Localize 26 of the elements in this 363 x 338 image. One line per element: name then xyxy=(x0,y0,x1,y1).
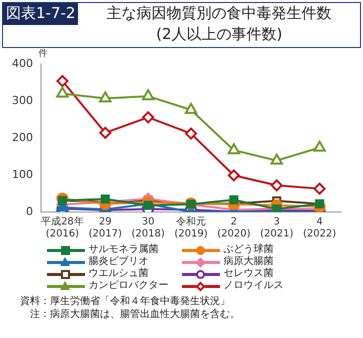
text: 図表1-7-2 xyxy=(3,3,78,25)
y-tick-label: 400 xyxy=(12,56,33,70)
text: 資料：厚生労働省「令和４年食中毒発生状況」 xyxy=(20,295,231,308)
x-tick-label: 29 (2017) xyxy=(88,216,122,240)
legend-label: ウエルシュ菌 xyxy=(88,268,148,280)
x-tick-label: 30 (2018) xyxy=(132,216,165,240)
y-tick-label: 200 xyxy=(12,130,33,144)
chart-subtitle: (2人以上の事件数) xyxy=(155,24,284,45)
legend-label: セレウス菌 xyxy=(224,268,274,280)
chart-title: 主な病因物質別の食中毒発生件数 xyxy=(106,3,333,24)
text: 注：病原大腸菌は、腸管出血性大腸菌を含む。 xyxy=(29,308,241,321)
legend-label: カンピロバクター xyxy=(88,280,168,292)
x-tick-label: 4 (2022) xyxy=(302,216,336,240)
legend-label: ぶどう球菌 xyxy=(224,244,274,256)
x-tick-label: 2 (2020) xyxy=(217,216,251,240)
y-tick-label: 300 xyxy=(12,94,33,107)
x-tick-label: 平成28年 (2016) xyxy=(41,216,84,240)
legend-label: サルモネラ属菌 xyxy=(88,244,158,256)
y-tick-label: 0 xyxy=(26,204,33,218)
y-tick-label: 100 xyxy=(12,168,33,181)
legend-label: 腸炎ビブリオ xyxy=(88,256,148,268)
legend-label: 病原大腸菌 xyxy=(224,256,274,268)
x-tick-label: 令和元 (2019) xyxy=(174,216,208,240)
y-axis-title: 件 xyxy=(38,48,48,59)
x-tick-label: 3 (2021) xyxy=(260,216,294,240)
legend-label: ノロウイルス xyxy=(224,280,284,292)
